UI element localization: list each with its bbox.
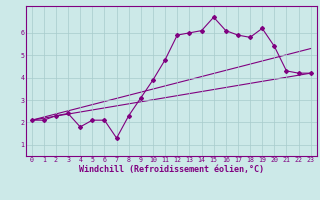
X-axis label: Windchill (Refroidissement éolien,°C): Windchill (Refroidissement éolien,°C) bbox=[79, 165, 264, 174]
